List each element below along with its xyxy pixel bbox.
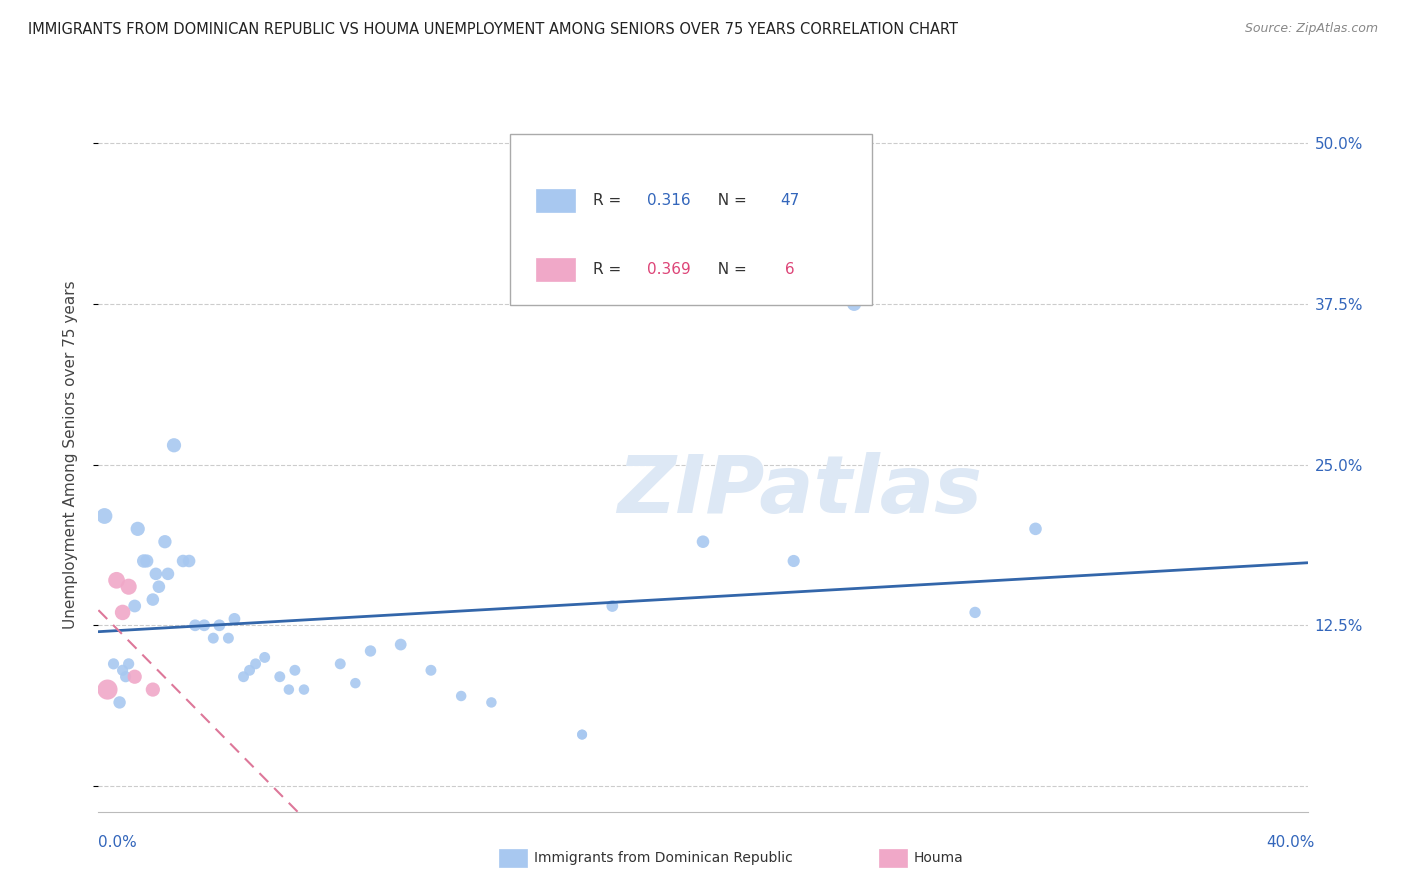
Point [148,580,170,594]
Bar [536,259,575,281]
Point [245,657,267,671]
Point [172,554,194,568]
Point [127,522,149,536]
Text: N =: N = [707,193,751,208]
Point [142,592,165,607]
Text: R =: R = [593,262,626,277]
Point [253,650,276,665]
Point [481,695,503,709]
Point [217,631,239,645]
Point [193,618,215,632]
Point [224,612,246,626]
Point [93,508,115,523]
Point [105,574,128,588]
Point [344,676,367,690]
Point [202,631,225,645]
Point [142,682,165,697]
Point [124,599,146,613]
Point [571,728,593,742]
Point [239,663,262,677]
Text: 0.0%: 0.0% [98,836,138,850]
Point [602,599,624,613]
Point [135,554,157,568]
Point [208,618,231,632]
Bar [536,189,575,212]
Point [389,638,412,652]
Point [96,682,118,697]
Text: IMMIGRANTS FROM DOMINICAN REPUBLIC VS HOUMA UNEMPLOYMENT AMONG SENIORS OVER 75 Y: IMMIGRANTS FROM DOMINICAN REPUBLIC VS HO… [28,22,957,37]
Point [124,670,146,684]
Point [284,663,307,677]
Point [103,657,125,671]
Point [118,657,141,671]
Text: 0.316: 0.316 [647,193,690,208]
Text: N =: N = [707,262,751,277]
Point [269,670,291,684]
Point [111,606,134,620]
Text: Houma: Houma [914,851,963,865]
Point [965,606,987,620]
Point [232,670,254,684]
Point [108,695,131,709]
Text: R =: R = [593,193,626,208]
Point [292,682,315,697]
Point [420,663,443,677]
Point [145,566,167,581]
Text: ZIPatlas: ZIPatlas [617,451,983,530]
Point [783,554,806,568]
Point [156,566,179,581]
Point [179,554,201,568]
Point [132,554,155,568]
Point [692,534,714,549]
Point [184,618,207,632]
Point [360,644,382,658]
Point [329,657,352,671]
Point [118,580,141,594]
Text: Source: ZipAtlas.com: Source: ZipAtlas.com [1244,22,1378,36]
Text: 6: 6 [780,262,794,277]
Text: 40.0%: 40.0% [1267,836,1315,850]
Point [163,438,186,452]
Point [111,663,134,677]
Text: Immigrants from Dominican Republic: Immigrants from Dominican Republic [534,851,793,865]
Point [153,534,176,549]
Point [114,670,136,684]
Y-axis label: Unemployment Among Seniors over 75 years: Unemployment Among Seniors over 75 years [63,281,77,629]
Point [277,682,299,697]
FancyBboxPatch shape [509,134,872,305]
Point [450,689,472,703]
Point [844,297,866,311]
Text: 47: 47 [780,193,800,208]
Point [1024,522,1046,536]
Point [571,728,593,742]
Text: 0.369: 0.369 [647,262,692,277]
